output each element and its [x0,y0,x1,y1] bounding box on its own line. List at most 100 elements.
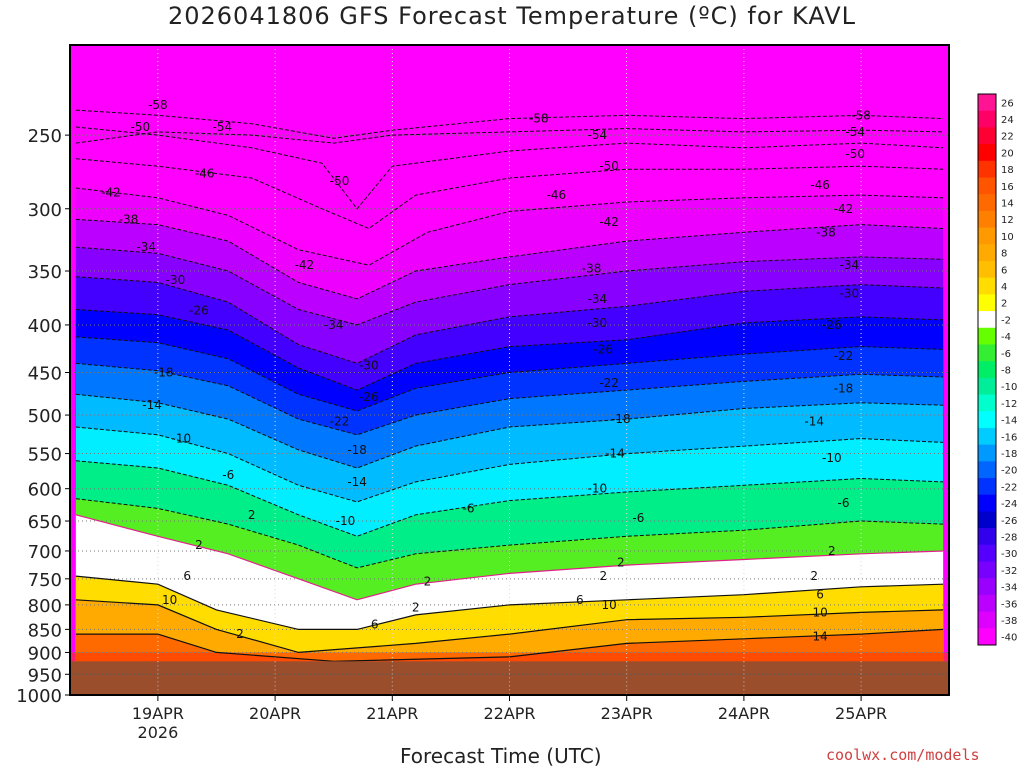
colorbar-swatch--28 [978,528,996,546]
contour-label-34: -42 [599,215,619,229]
contour-label-14: 2 [195,538,203,552]
y-tick-label-1000: 1000 [16,686,62,707]
contour-label-25: -14 [347,475,367,489]
contour-label-17: 2 [236,627,244,641]
colorbar-label-12: 12 [1001,215,1014,226]
colorbar-label--32: -32 [1001,566,1017,577]
contour-label-58: -22 [834,349,854,363]
isotherm--46 [75,158,944,230]
colorbar-label--20: -20 [1001,466,1017,477]
isotherm--58 [75,128,944,144]
contour-label-65: 6 [816,588,824,602]
contour-label-6: -34 [136,240,156,254]
y-tick-label-750: 750 [28,570,62,591]
contour-label-48: 10 [601,598,616,612]
colorbar-swatch--40 [978,628,996,646]
y-tick-label-800: 800 [28,596,62,617]
colorbar-label--40: -40 [1001,633,1017,644]
contour-label-45: 2 [617,555,625,569]
contour-label-35: -38 [582,262,602,276]
isotherm--2 [75,498,944,569]
y-tick-label-950: 950 [28,665,62,686]
contour-label-37: -30 [588,316,608,330]
contour-label-43: -6 [462,501,474,515]
contour-label-50: -54 [845,125,865,139]
colorbar-label--34: -34 [1001,583,1017,594]
x-tick-label-20: 20APR [249,704,301,723]
colorbar-label--26: -26 [1001,516,1017,527]
contour-label-3: -46 [195,167,215,181]
colorbar-label-14: 14 [1001,199,1014,210]
colorbar-swatch--20 [978,461,996,479]
colorbar-label--10: -10 [1001,382,1017,393]
contour-label-21: -30 [359,358,379,372]
contour-label-4: -42 [101,185,121,199]
colorbar-label--18: -18 [1001,449,1017,460]
y-tick-label-250: 250 [28,126,62,147]
contour-label-19: -42 [295,258,315,272]
isotherm-6 [75,575,944,630]
contour-label-61: -10 [822,451,842,465]
contour-label-51: -50 [845,147,865,161]
isotherm--50 [75,126,944,210]
contour-label-46: 2 [599,569,607,583]
isotherm--14 [75,393,944,469]
colorbar-swatch-24 [978,110,996,128]
contour-label-32: -50 [599,159,619,173]
x-axis-title: Forecast Time (UTC) [400,744,602,768]
colorbar-label-20: 20 [1001,148,1014,159]
contour-label-42: -10 [588,482,608,496]
contour-label-36: -34 [588,292,608,306]
isotherm--42 [75,187,944,266]
y-tick-label-500: 500 [28,406,62,427]
contour-label-10: -14 [142,398,162,412]
contour-label-49: -58 [851,108,871,122]
y-tick-label-850: 850 [28,620,62,641]
colorbar-label-8: 8 [1001,249,1007,260]
colorbar-label--6: -6 [1001,349,1011,360]
contour-label-12: -6 [222,468,234,482]
x-tick-label-23: 23APR [601,704,653,723]
isotherm-10 [75,599,944,654]
contour-label-7: -30 [166,273,186,287]
colorbar-label-2: 2 [1001,299,1007,310]
colorbar-swatch-18 [978,160,996,178]
contour-label-27: 2 [424,574,432,588]
colorbar-label--12: -12 [1001,399,1017,410]
x-tick-sublabel-19: 2026 [138,723,179,742]
colorbar-swatch--30 [978,544,996,563]
contour-label-16: 10 [162,593,177,607]
colorbar-label--2: -2 [1001,315,1011,326]
colorbar-swatch-8 [978,244,996,262]
colorbar-swatch-20 [978,144,996,162]
contour-label-23: -22 [330,414,350,428]
contour-label-0: -58 [148,98,168,112]
colorbar-swatch-12 [978,210,996,229]
colorbar-label--28: -28 [1001,532,1017,543]
colorbar-label--4: -4 [1001,332,1011,343]
y-tick-label-650: 650 [28,512,62,533]
contour-label-29: 6 [371,618,379,632]
contour-label-64: 2 [810,569,818,583]
contour-label-54: -38 [816,225,836,239]
contour-label-15: 6 [183,569,191,583]
colorbar-swatch--32 [978,561,996,579]
contour-label-38: -26 [593,342,613,356]
isotherm--18 [75,362,944,436]
colorbar-swatch-4 [978,277,996,295]
colorbar-frame [977,93,997,646]
colorbar: 26 24 22 20 18 16 14 12 10 8 6 4 2 -2 -4 -6 -8 -10 -12 -14 -… [977,93,1017,646]
x-tick-label-21: 21APR [366,704,418,723]
isotherm-2 [75,514,944,601]
source-credit: coolwx.com/models [826,746,980,764]
isotherm--22 [75,336,944,412]
contour-label-28: 2 [412,600,420,614]
y-tick-label-550: 550 [28,445,62,466]
contour-label-24: -18 [347,443,367,457]
colorbar-label--24: -24 [1001,499,1017,510]
x-tick-label-24: 24APR [718,704,770,723]
colorbar-swatch-26 [978,94,996,112]
y-axis: 2503003504004505005506006507007508008509… [16,126,70,707]
y-tick-label-700: 700 [28,542,62,563]
